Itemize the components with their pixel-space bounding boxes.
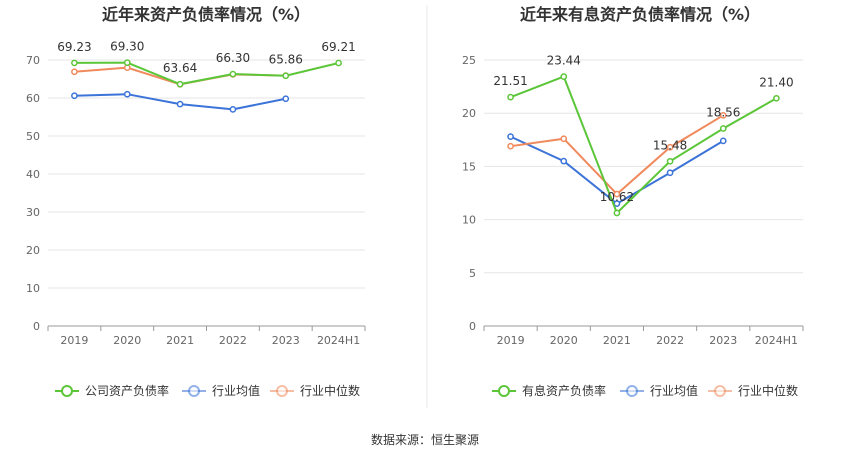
y-tick-label: 5 bbox=[469, 267, 476, 280]
legend-label: 行业中位数 bbox=[300, 383, 360, 398]
data-point-company bbox=[613, 209, 621, 217]
legend-label: 行业均值 bbox=[650, 383, 698, 398]
legend-label: 行业中位数 bbox=[738, 383, 798, 398]
legend-marker bbox=[714, 385, 726, 397]
legend-label: 行业均值 bbox=[212, 383, 260, 398]
legend-label: 公司资产负债率 bbox=[85, 383, 169, 398]
x-tick-label: 2020 bbox=[550, 334, 578, 347]
y-tick-label: 50 bbox=[26, 130, 40, 143]
legend-marker bbox=[276, 385, 288, 397]
x-tick-label: 2024H1 bbox=[755, 334, 798, 347]
series-line-company bbox=[74, 61, 339, 86]
y-tick-label: 30 bbox=[26, 206, 40, 219]
data-label: 63.64 bbox=[163, 61, 197, 75]
data-point-median bbox=[71, 68, 78, 76]
data-label: 66.30 bbox=[216, 51, 250, 65]
data-point-avg bbox=[176, 100, 184, 108]
data-label: 21.40 bbox=[759, 75, 793, 89]
data-label: 23.44 bbox=[547, 54, 581, 68]
legend-marker bbox=[188, 385, 200, 397]
data-point-avg bbox=[666, 169, 674, 177]
series-line-median bbox=[510, 114, 724, 196]
data-label: 69.23 bbox=[57, 40, 91, 54]
legend-label: 有息资产负债率 bbox=[522, 383, 606, 398]
data-point-company bbox=[773, 94, 780, 102]
chart-interest-bearing-debt-ratio: 近年来有息资产负债率情况（%） 0 5 10 15 20 25 2019 2020 2021 202… bbox=[462, 5, 804, 398]
x-tick-label: 2024H1 bbox=[317, 334, 360, 347]
data-point-median bbox=[613, 190, 621, 198]
x-tick-label: 2023 bbox=[709, 334, 737, 347]
data-label: 10.62 bbox=[600, 190, 634, 204]
data-point-median bbox=[666, 143, 674, 151]
legend-marker bbox=[626, 385, 638, 397]
y-tick-label: 20 bbox=[26, 244, 40, 257]
data-point-avg bbox=[719, 137, 727, 145]
data-point-company bbox=[71, 59, 78, 67]
data-point-company bbox=[335, 59, 342, 67]
y-tick-label: 10 bbox=[26, 282, 40, 295]
x-tick-label: 2019 bbox=[497, 334, 525, 347]
data-label: 69.30 bbox=[110, 40, 144, 54]
x-tick-label: 2019 bbox=[60, 334, 88, 347]
data-point-median bbox=[560, 135, 568, 143]
y-tick-label: 60 bbox=[26, 92, 40, 105]
data-label: 65.86 bbox=[269, 53, 303, 67]
x-tick-label: 2022 bbox=[219, 334, 247, 347]
data-point-median bbox=[507, 142, 514, 150]
y-tick-label: 0 bbox=[469, 320, 476, 333]
data-point-company bbox=[560, 73, 568, 80]
x-tick-label: 2023 bbox=[272, 334, 300, 347]
chart-title: 近年来有息资产负债率情况（%） bbox=[520, 5, 760, 24]
data-point-avg bbox=[507, 133, 514, 140]
x-tick-label: 2021 bbox=[603, 334, 631, 347]
x-tick-label: 2020 bbox=[113, 334, 141, 347]
data-point-company bbox=[123, 59, 131, 67]
data-point-company bbox=[176, 80, 184, 88]
data-point-median bbox=[719, 111, 727, 119]
data-point-company bbox=[282, 72, 290, 80]
data-label: 15.48 bbox=[653, 138, 687, 152]
y-tick-label: 15 bbox=[462, 160, 476, 173]
data-point-company bbox=[719, 125, 727, 132]
y-tick-label: 20 bbox=[462, 107, 476, 120]
chart-title: 近年来资产负债率情况（%） bbox=[102, 5, 310, 24]
data-point-avg bbox=[71, 92, 78, 100]
data-label: 21.51 bbox=[493, 74, 527, 88]
y-tick-label: 25 bbox=[462, 54, 476, 67]
data-point-avg bbox=[560, 157, 568, 165]
y-tick-label: 0 bbox=[33, 320, 40, 333]
data-label: 18.56 bbox=[706, 106, 740, 120]
data-source: 数据来源：恒生聚源 bbox=[371, 432, 479, 447]
data-point-avg bbox=[229, 106, 237, 113]
y-tick-label: 10 bbox=[462, 214, 476, 227]
series-line-company bbox=[510, 75, 777, 215]
data-point-avg bbox=[123, 90, 131, 98]
data-point-company bbox=[666, 157, 674, 165]
legend-marker bbox=[498, 385, 510, 397]
data-point-company bbox=[229, 70, 237, 78]
y-tick-label: 70 bbox=[26, 54, 40, 67]
chart-debt-ratio: 近年来资产负债率情况（%） 0 10 20 30 40 50 60 70 2019 2020 2021… bbox=[26, 5, 366, 398]
data-point-company bbox=[507, 93, 514, 101]
data-point-avg bbox=[282, 95, 290, 103]
data-label: 69.21 bbox=[321, 40, 355, 54]
x-tick-label: 2021 bbox=[166, 334, 194, 347]
legend-marker bbox=[61, 385, 73, 397]
y-tick-label: 40 bbox=[26, 168, 40, 181]
x-tick-label: 2022 bbox=[656, 334, 684, 347]
